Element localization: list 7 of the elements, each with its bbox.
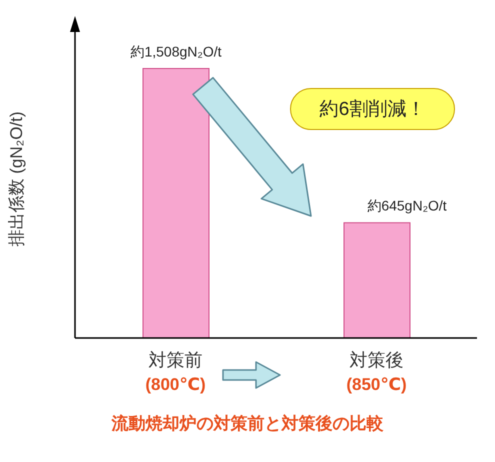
text: 流動焼却炉の対策前と対策後の比較 (110, 413, 384, 435)
x-tick-label: 対策前 (800℃) (145, 350, 206, 394)
data-label: 約645gN₂O/t (367, 198, 447, 214)
annotation: 約6割削減！ (290, 88, 455, 130)
y-axis-title: 排出係数 (gN₂O/t) (7, 111, 26, 247)
x-tick-label: 対策後 (850℃) (346, 350, 407, 394)
data-label: 約1,508gN₂O/t (130, 44, 222, 60)
